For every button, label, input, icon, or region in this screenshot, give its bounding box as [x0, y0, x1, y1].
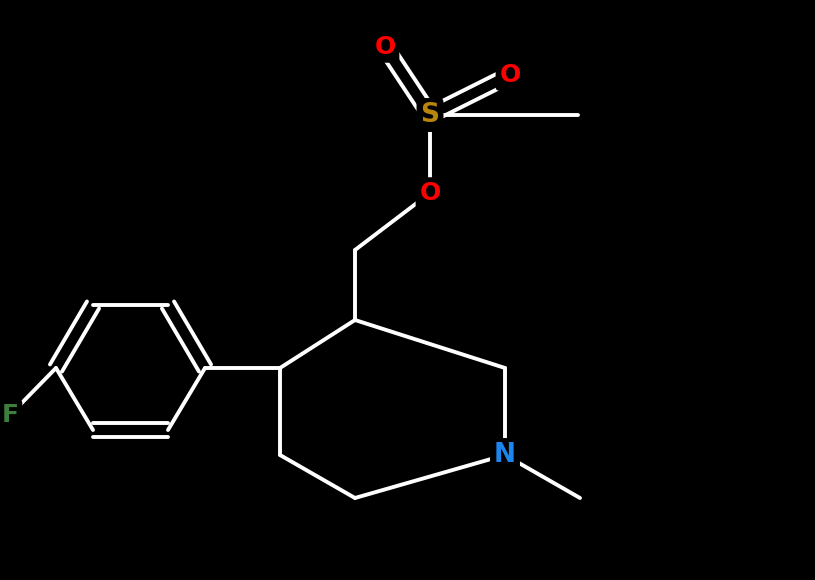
Text: O: O [374, 35, 395, 59]
Text: O: O [420, 181, 441, 205]
Text: O: O [500, 63, 521, 87]
Text: F: F [2, 403, 19, 427]
Text: N: N [494, 442, 516, 468]
Text: S: S [421, 102, 439, 128]
